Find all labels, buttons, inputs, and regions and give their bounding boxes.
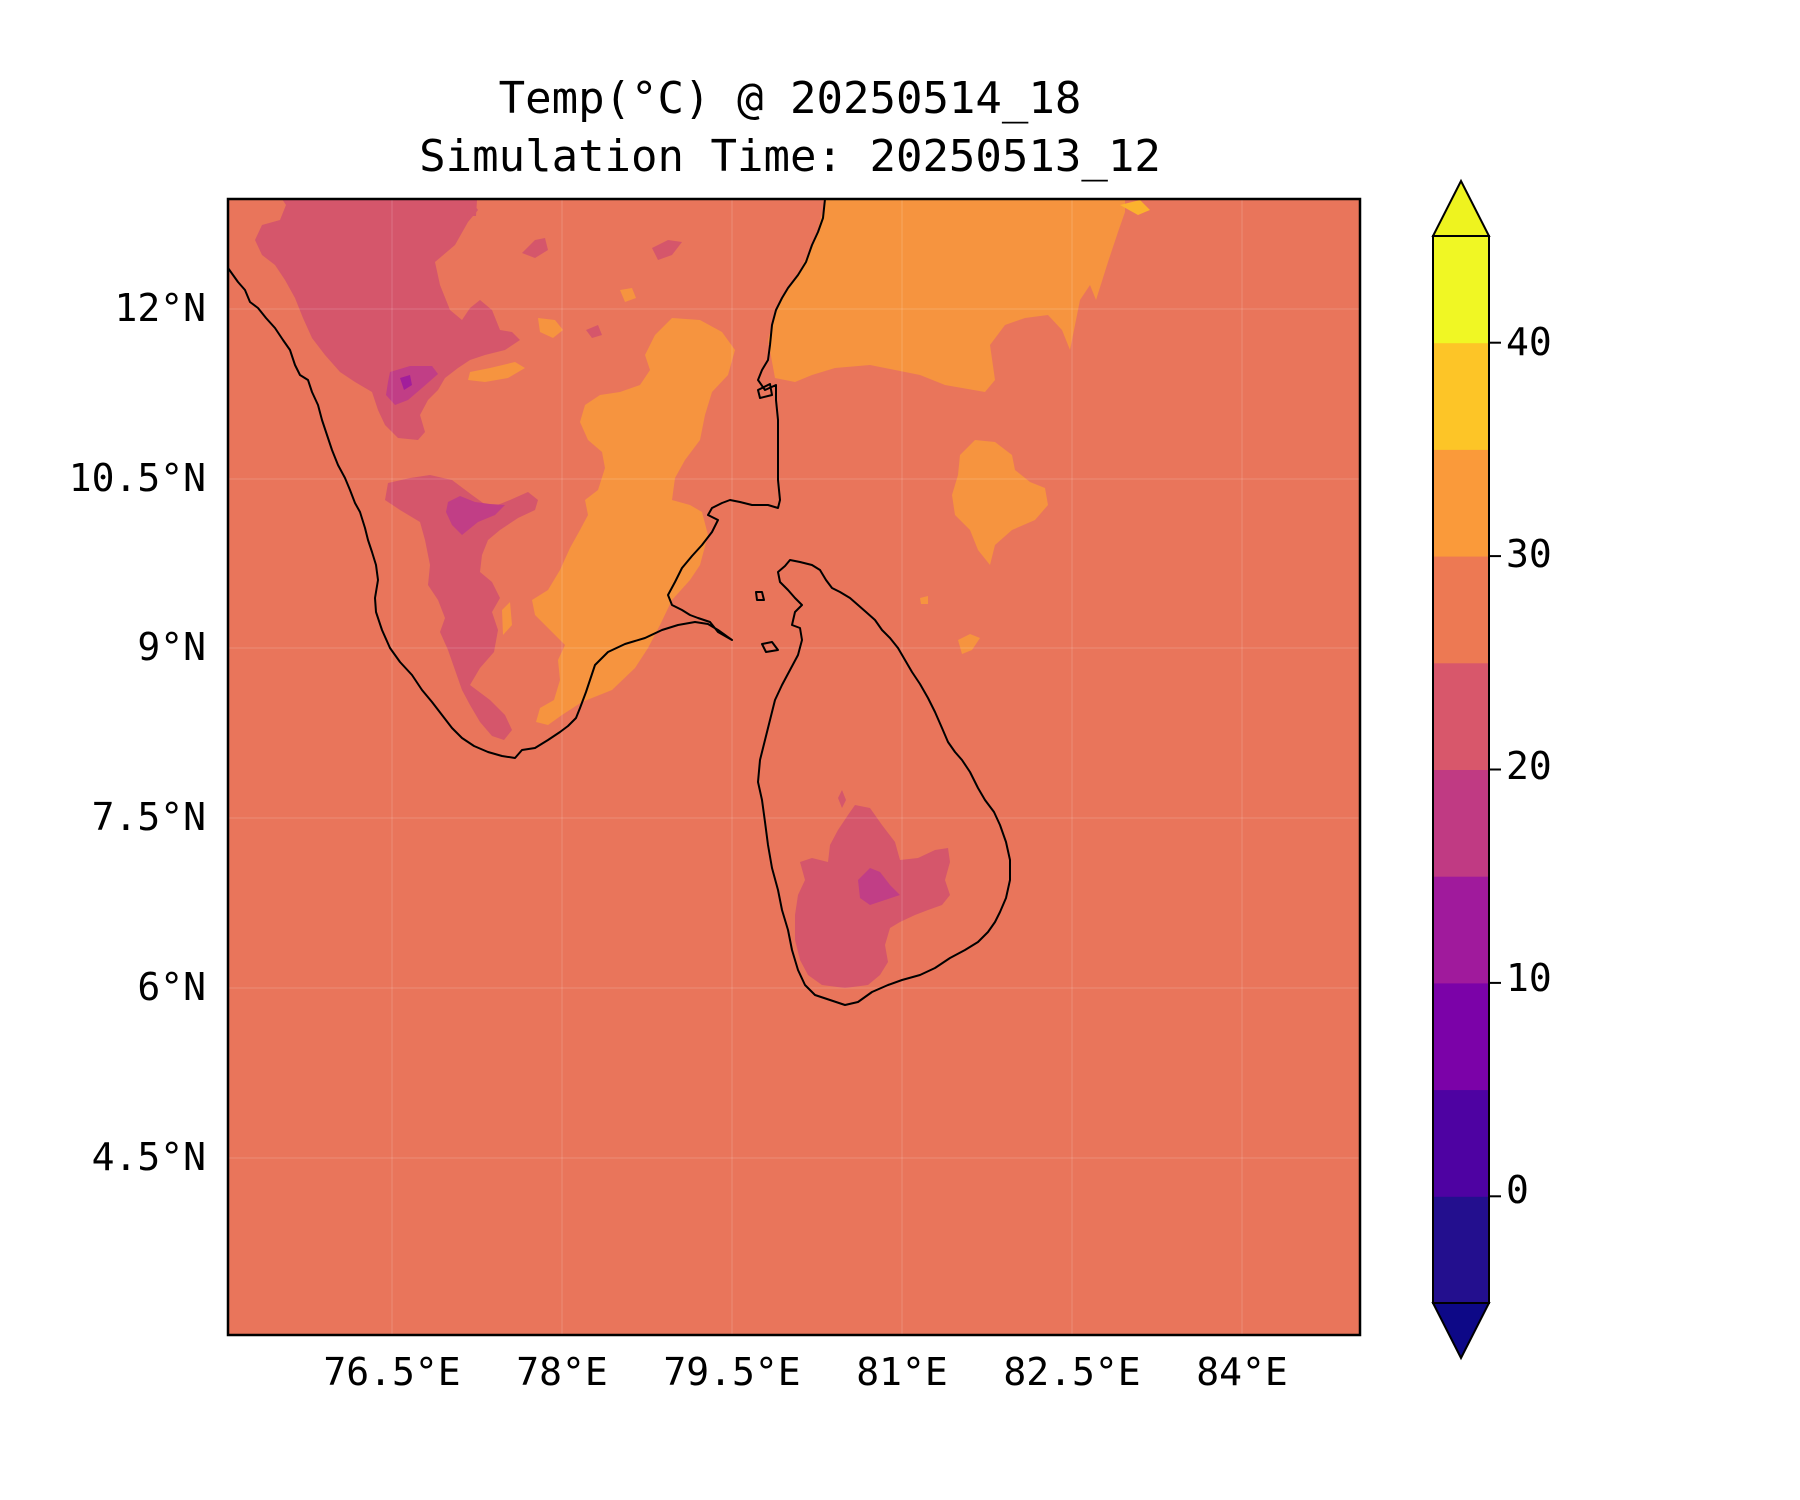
colorbar-tick-label: 0: [1506, 1168, 1529, 1212]
contour-30-35-small: [920, 596, 928, 604]
coastline-sri-lanka: [757, 559, 1011, 1006]
y-tick-label: 12°N: [114, 286, 206, 330]
contour-30-35-small: [620, 288, 636, 302]
x-tick-label: 78°E: [516, 1350, 608, 1394]
colorbar-extend-min: [1431, 1302, 1491, 1361]
y-tick-label: 10.5°N: [68, 456, 206, 500]
map-plot-area: [228, 199, 1360, 1335]
x-tick-label: 79.5°E: [663, 1350, 801, 1394]
contour-20-25-small: [522, 238, 548, 258]
coastline-islet: [755, 591, 765, 601]
colorbar: [1431, 178, 1501, 1361]
colorbar-tick-label: 40: [1506, 320, 1552, 364]
x-tick-label: 76.5°E: [323, 1350, 461, 1394]
colorbar-segment: [1433, 769, 1489, 877]
contour-35-40-small: [1120, 200, 1150, 215]
map-title: Temp(°C) @ 20250514_18: [498, 73, 1082, 124]
contour-30-35-small: [538, 318, 563, 338]
colorbar-extend-max: [1431, 178, 1491, 237]
contour-30-35-bay-patch: [952, 440, 1048, 565]
contour-30-35-small: [502, 602, 512, 635]
contour-20-25-small: [465, 200, 477, 216]
colorbar-segment: [1433, 982, 1489, 1091]
map-frame: [226, 197, 1362, 1337]
y-tick-label: 7.5°N: [91, 795, 206, 839]
colorbar-segment: [1433, 1196, 1489, 1304]
colorbar-tick-label: 20: [1506, 744, 1552, 788]
x-tick-label: 81°E: [856, 1350, 948, 1394]
colorbar-segment: [1433, 342, 1489, 450]
contour-30-35-small: [468, 362, 525, 382]
y-tick-label: 6°N: [137, 965, 206, 1009]
contour-20-25-small: [586, 325, 602, 338]
colorbar-tick-label: 10: [1506, 956, 1552, 1000]
contour-30-35-tamil-nadu: [532, 318, 735, 725]
map-subtitle: Simulation Time: 20250513_12: [419, 131, 1161, 182]
coastline-islet: [761, 641, 779, 653]
contour-30-35-bay-of-bengal: [768, 199, 1125, 392]
colorbar-segment: [1433, 449, 1489, 557]
coastlines: [228, 199, 1011, 1006]
contour-20-25-small: [838, 790, 846, 808]
colorbar-segment: [1433, 556, 1489, 664]
y-tick-label: 4.5°N: [91, 1135, 206, 1179]
contour-20-25-small: [652, 240, 682, 260]
colorbar-segment: [1433, 662, 1489, 770]
coastline-india: [228, 199, 826, 759]
contour-10-15: [400, 375, 412, 390]
colorbar-segment: [1433, 876, 1489, 984]
contour-15-20: [858, 868, 900, 905]
contour-15-20: [446, 496, 505, 535]
contour-15-20: [386, 366, 438, 405]
x-tick-label: 84°E: [1196, 1350, 1288, 1394]
colorbar-segment: [1433, 236, 1489, 344]
x-tick-label: 82.5°E: [1003, 1350, 1141, 1394]
y-tick-label: 9°N: [137, 625, 206, 669]
contour-30-35-small: [958, 634, 980, 654]
coastline-islet: [757, 383, 773, 399]
colorbar-segment: [1433, 1089, 1489, 1197]
contour-20-25-western-ghats-north: [255, 199, 520, 440]
gridlines: [228, 199, 1360, 1335]
colorbar-tick-label: 30: [1506, 532, 1552, 576]
contour-20-25-western-ghats-south: [385, 475, 538, 740]
